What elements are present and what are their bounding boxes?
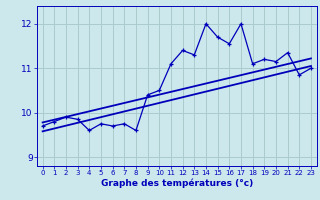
X-axis label: Graphe des températures (°c): Graphe des températures (°c): [101, 179, 253, 188]
